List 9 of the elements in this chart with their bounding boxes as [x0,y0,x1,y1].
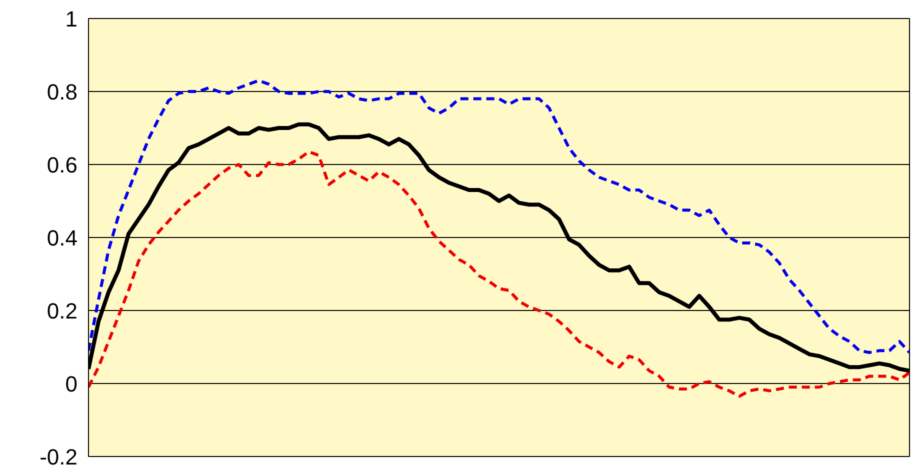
y-tick-label: 0.6 [46,152,78,178]
y-tick-label: 0.2 [46,298,78,324]
y-tick-label: 0.8 [46,80,78,104]
line-series [88,79,910,354]
y-tick-label: 1 [65,6,78,32]
y-tick-label: 0.4 [46,226,78,250]
y-tick-label: 0 [65,372,78,396]
line-series [88,150,910,398]
y-tick-label: -0.2 [40,444,78,470]
